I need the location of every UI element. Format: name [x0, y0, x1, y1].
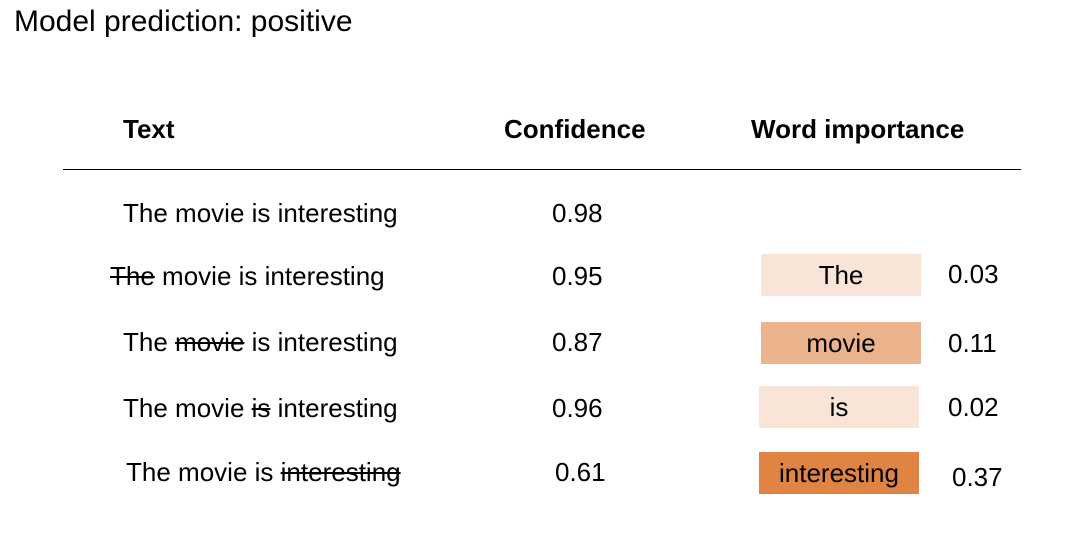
- word: interesting: [277, 393, 398, 423]
- table-row: The movie is interesting 0.87 movie 0.11: [0, 320, 1068, 364]
- word: movie: [175, 393, 245, 423]
- sentence-text: The movie is interesting: [126, 450, 401, 494]
- table-row: The movie is interesting 0.96 is 0.02: [0, 386, 1068, 430]
- importance-word-box: interesting: [759, 452, 919, 494]
- removed-word: interesting: [280, 457, 401, 487]
- importance-word-box: The: [761, 254, 921, 296]
- removed-word: movie: [175, 327, 245, 357]
- table-row: The movie is interesting 0.61 interesting 0…: [0, 450, 1068, 494]
- sentence-text: The movie is interesting: [123, 320, 398, 364]
- sentence-text: The movie is interesting: [123, 386, 398, 430]
- confidence-value: 0.61: [555, 457, 606, 487]
- importance-value: 0.02: [948, 392, 999, 422]
- confidence-value: 0.95: [552, 261, 603, 291]
- word: movie: [175, 198, 245, 228]
- word: is: [238, 261, 258, 291]
- word: interesting: [264, 261, 385, 291]
- word: is: [254, 457, 274, 487]
- sentence-text: The movie is interesting: [123, 191, 398, 235]
- word: movie: [178, 457, 248, 487]
- importance-word-box: movie: [761, 322, 921, 364]
- confidence-value: 0.96: [552, 393, 603, 423]
- word: is: [251, 198, 271, 228]
- confidence-value: 0.98: [552, 198, 603, 228]
- removed-word: The: [110, 261, 155, 291]
- importance-value: 0.03: [948, 259, 999, 289]
- table-row: The movie is interesting 0.95 The 0.03: [0, 254, 1068, 298]
- word: interesting: [277, 327, 398, 357]
- word: movie: [162, 261, 232, 291]
- word: interesting: [277, 198, 398, 228]
- removed-word: is: [251, 393, 271, 423]
- header-confidence: Confidence: [504, 114, 646, 144]
- word: is: [251, 327, 271, 357]
- header-word-importance: Word importance: [751, 114, 965, 144]
- header-divider: [63, 169, 1021, 170]
- word: The: [123, 327, 168, 357]
- sentence-text: The movie is interesting: [110, 254, 385, 298]
- model-prediction-title: Model prediction: positive: [14, 5, 353, 38]
- header-text: Text: [123, 114, 175, 144]
- table-row: The movie is interesting 0.98: [0, 191, 1068, 235]
- word: The: [123, 198, 168, 228]
- importance-value: 0.11: [948, 328, 997, 358]
- word: The: [126, 457, 171, 487]
- confidence-value: 0.87: [552, 327, 603, 357]
- word: The: [123, 393, 168, 423]
- importance-value: 0.37: [952, 462, 1003, 492]
- importance-word-box: is: [759, 386, 919, 428]
